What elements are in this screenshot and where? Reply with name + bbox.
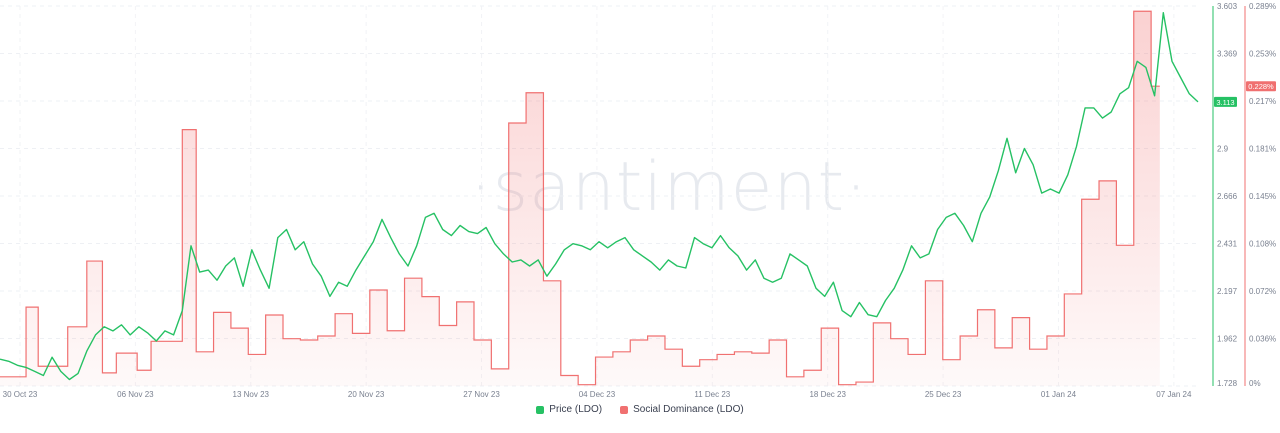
x-tick-label: 30 Oct 23 — [3, 390, 38, 399]
x-tick-label: 18 Dec 23 — [809, 390, 846, 399]
price-last-label: 3.113 — [1216, 98, 1234, 107]
dominance-tick-label: 0.253% — [1249, 50, 1276, 59]
legend-swatch-dominance — [620, 405, 629, 414]
legend-item-dominance[interactable]: Social Dominance (LDO) — [620, 404, 744, 415]
x-tick-label: 07 Jan 24 — [1156, 390, 1192, 399]
x-tick-label: 13 Nov 23 — [233, 390, 270, 399]
legend-label-price: Price (LDO) — [549, 404, 603, 415]
dominance-tick-label: 0.181% — [1249, 145, 1276, 154]
price-tick-label: 1.962 — [1217, 335, 1238, 344]
price-tick-label: 3.603 — [1217, 2, 1238, 11]
dominance-last-label: 0.228% — [1248, 82, 1274, 91]
dominance-tick-label: 0% — [1249, 379, 1261, 388]
chart-svg: 3.6033.3693.1342.92.6662.4312.1971.9621.… — [0, 2, 1276, 399]
price-tick-label: 2.431 — [1217, 240, 1238, 249]
price-tick-label: 3.369 — [1217, 50, 1238, 59]
x-tick-label: 06 Nov 23 — [117, 390, 154, 399]
x-tick-label: 25 Dec 23 — [925, 390, 962, 399]
dominance-tick-label: 0.217% — [1249, 97, 1276, 106]
dominance-area — [0, 11, 1160, 386]
price-line — [0, 12, 1199, 381]
price-tick-label: 2.197 — [1217, 287, 1238, 296]
legend-swatch-price — [536, 405, 545, 414]
dominance-tick-label: 0.108% — [1249, 240, 1276, 249]
legend-label-dominance: Social Dominance (LDO) — [633, 404, 744, 415]
price-tick-label: 1.728 — [1217, 379, 1238, 388]
x-tick-label: 01 Jan 24 — [1041, 390, 1077, 399]
legend-item-price[interactable]: Price (LDO) — [536, 404, 602, 415]
x-tick-label: 27 Nov 23 — [463, 390, 500, 399]
dominance-tick-label: 0.072% — [1249, 287, 1276, 296]
dominance-tick-label: 0.036% — [1249, 335, 1276, 344]
dominance-tick-label: 0.145% — [1249, 192, 1276, 201]
price-tick-label: 2.9 — [1217, 145, 1229, 154]
price-last-badge — [1214, 96, 1237, 107]
x-tick-label: 20 Nov 23 — [348, 390, 385, 399]
x-tick-label: 04 Dec 23 — [579, 390, 616, 399]
price-tick-label: 2.666 — [1217, 192, 1238, 201]
legend: Price (LDO) Social Dominance (LDO) — [0, 404, 1280, 415]
dominance-tick-label: 0.289% — [1249, 2, 1276, 11]
x-tick-label: 11 Dec 23 — [694, 390, 730, 399]
dominance-last-badge — [1246, 81, 1276, 92]
dominance-line — [0, 10, 1160, 386]
